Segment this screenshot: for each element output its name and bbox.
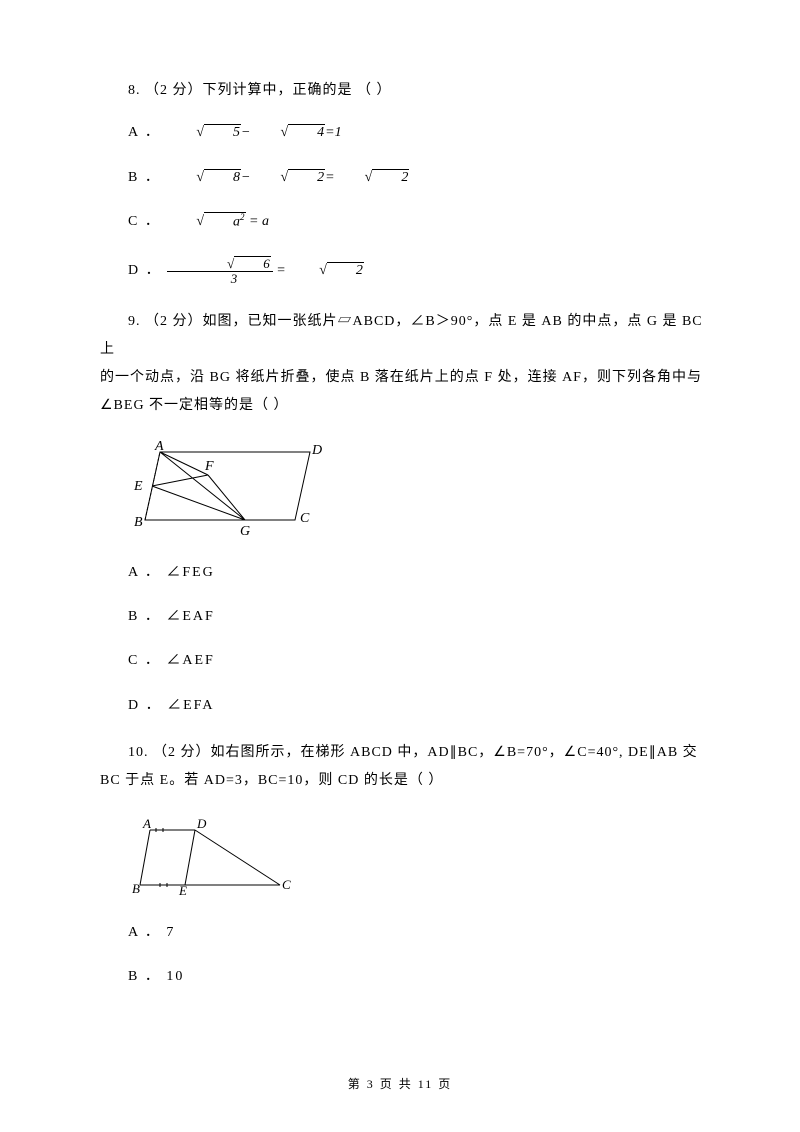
q8-stem: 8. （2 分）下列计算中，正确的是 （ ） [100,80,720,102]
label-C2: C [282,877,291,892]
label-B: B [134,515,143,530]
q9-opt-b: B ． ∠EAF [100,606,720,628]
den-3: 3 [167,272,273,286]
q9-line2: 的一个动点，沿 BG 将纸片折叠，使点 B 落在纸片上的点 F 处，连接 AF，… [100,370,702,385]
q8-opt-d: D ． 6 3 = 2 [100,256,720,286]
opt-label: A ． [128,125,161,140]
label-B2: B [132,881,140,896]
opt-label: D ． [128,263,162,278]
label-F: F [204,459,214,474]
q9-line1: 9. （2 分）如图，已知一张纸片▱ABCD，∠B＞90°，点 E 是 AB 的… [100,308,720,364]
page: 8. （2 分）下列计算中，正确的是 （ ） A ． 5−4=1 B ． 8−2… [0,0,800,1029]
root-2r: 2 [372,169,409,185]
q10-diagram: A D B E C [130,815,720,900]
label-G: G [240,524,250,539]
q9-diagram: A D E F B G C [130,440,720,540]
label-E: E [133,479,143,494]
a-sq: a [233,214,240,229]
eq-a: = a [246,214,269,229]
opt-label: C ． [128,214,161,229]
root-2d: 2 [327,262,364,278]
page-footer: 第 3 页 共 11 页 [0,1075,800,1092]
label-E2: E [178,883,187,898]
root-5: 5 [204,124,241,140]
q9-line3: ∠BEG 不一定相等的是（ ） [100,398,289,413]
q10-opt-a: A ． 7 [100,922,720,944]
label-D: D [311,443,322,458]
q10-line1: 10. （2 分）如右图所示，在梯形 ABCD 中，AD∥BC，∠B=70°，∠… [100,739,720,767]
q10-opt-b: B ． 10 [100,966,720,988]
label-A2: A [142,816,151,831]
q9-stem: 9. （2 分）如图，已知一张纸片▱ABCD，∠B＞90°，点 E 是 AB 的… [100,308,720,420]
q9-opt-d: D ． ∠EFA [100,695,720,717]
root-6: 6 [234,256,271,271]
eq1: =1 [325,125,341,140]
q10-stem: 10. （2 分）如右图所示，在梯形 ABCD 中，AD∥BC，∠B=70°，∠… [100,739,720,795]
opt-label: B ． [128,170,161,185]
q9-opt-a: A ． ∠FEG [100,562,720,584]
label-D2: D [196,816,207,831]
root-4: 4 [288,124,325,140]
q8-opt-a: A ． 5−4=1 [100,122,720,144]
root-8: 8 [204,169,241,185]
q9-opt-c: C ． ∠AEF [100,650,720,672]
label-C: C [300,511,310,526]
root-2: 2 [288,169,325,185]
label-A: A [154,440,164,454]
q8-opt-b: B ． 8−2=2 [100,167,720,189]
q8-opt-c: C ． a2 = a [100,211,720,233]
q10-line2: BC 于点 E。若 AD=3，BC=10，则 CD 的长是（ ） [100,773,443,788]
